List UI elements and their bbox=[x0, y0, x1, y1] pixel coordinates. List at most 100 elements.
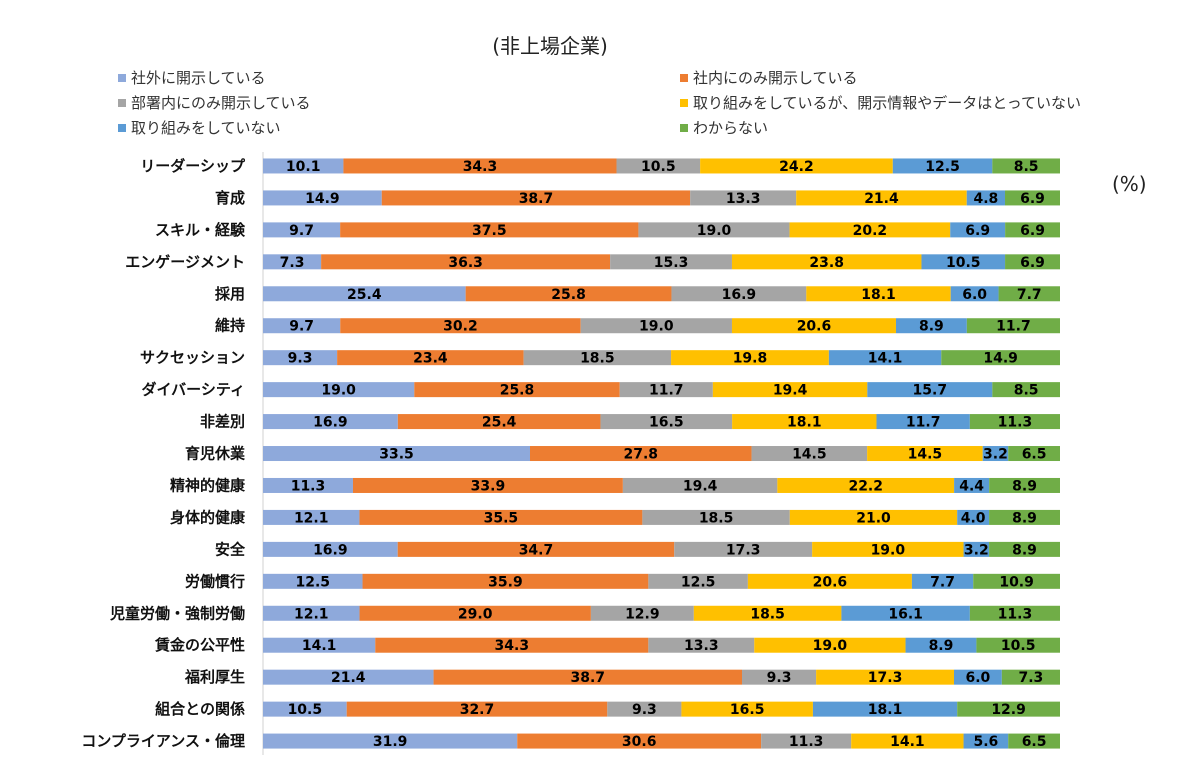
bar-segment bbox=[895, 318, 967, 334]
category-label: リーダーシップ bbox=[140, 157, 246, 175]
legend-item: わからない bbox=[680, 118, 768, 138]
data-label: 21.4 bbox=[331, 670, 366, 686]
data-label: 21.0 bbox=[856, 510, 891, 526]
bar-segment bbox=[700, 158, 893, 174]
data-label: 25.4 bbox=[347, 287, 382, 303]
data-label: 14.5 bbox=[792, 447, 827, 463]
bar-segment bbox=[963, 541, 990, 557]
bar-segment bbox=[828, 350, 942, 366]
bar-segment bbox=[950, 222, 1006, 238]
bar-segment bbox=[992, 158, 1060, 174]
bar-segment bbox=[812, 701, 958, 717]
bar-segment bbox=[867, 446, 983, 462]
data-label: 12.5 bbox=[925, 159, 960, 175]
legend-label: 社外に開示している bbox=[131, 69, 266, 87]
legend: 社外に開示している 社内にのみ開示している 部署内にのみ開示している 取り組みをしてい… bbox=[0, 68, 1200, 138]
bar-segment bbox=[693, 605, 842, 621]
data-label: 8.5 bbox=[1014, 159, 1039, 175]
bar-segment bbox=[892, 158, 993, 174]
data-label: 18.5 bbox=[580, 351, 615, 367]
unit-label: (%) bbox=[1112, 172, 1147, 196]
bar-segment bbox=[954, 477, 990, 493]
bar-segment bbox=[777, 477, 955, 493]
data-label: 20.6 bbox=[813, 574, 848, 590]
data-label: 6.9 bbox=[1020, 255, 1045, 271]
bar-segment bbox=[921, 254, 1006, 270]
bar-segment bbox=[433, 669, 742, 685]
data-label: 19.0 bbox=[697, 223, 732, 239]
category-label: 採用 bbox=[215, 285, 245, 303]
data-label: 11.3 bbox=[789, 734, 824, 750]
bar-segment bbox=[754, 637, 906, 653]
data-label: 8.9 bbox=[919, 319, 944, 335]
data-label: 19.0 bbox=[639, 319, 674, 335]
bar-segment bbox=[957, 509, 990, 525]
data-label: 38.7 bbox=[571, 670, 606, 686]
bar-segment bbox=[610, 254, 732, 270]
legend-item: 部署内にのみ開示している bbox=[118, 93, 311, 113]
bar-segment bbox=[263, 637, 376, 653]
bar-segment bbox=[681, 701, 813, 717]
bar-segment bbox=[1008, 733, 1060, 749]
data-label: 11.3 bbox=[291, 478, 326, 494]
bar-segment bbox=[950, 286, 999, 302]
data-label: 34.7 bbox=[519, 542, 554, 558]
data-label: 10.5 bbox=[1001, 638, 1036, 654]
bar-segment bbox=[789, 222, 951, 238]
data-label: 13.3 bbox=[726, 191, 761, 207]
bar-segment bbox=[359, 605, 591, 621]
legend-swatch bbox=[118, 124, 126, 132]
data-label: 9.7 bbox=[289, 319, 314, 335]
data-label: 33.5 bbox=[379, 447, 414, 463]
data-label: 9.3 bbox=[767, 670, 792, 686]
data-label: 11.7 bbox=[996, 319, 1031, 335]
data-label: 10.1 bbox=[286, 159, 321, 175]
bar-segment bbox=[263, 446, 530, 462]
data-label: 6.9 bbox=[965, 223, 990, 239]
data-label: 6.9 bbox=[1020, 191, 1045, 207]
category-label: 賃金の公平性 bbox=[154, 636, 245, 654]
bar-segment bbox=[941, 350, 1060, 366]
bar-segment bbox=[957, 701, 1060, 717]
data-label: 17.3 bbox=[868, 670, 903, 686]
bar-segment bbox=[397, 414, 601, 430]
bar-segment bbox=[989, 477, 1060, 493]
bar-segment bbox=[648, 573, 748, 589]
data-label: 38.7 bbox=[519, 191, 554, 207]
category-label: 労働慣行 bbox=[185, 572, 245, 590]
legend-item: 取り組みをしていない bbox=[118, 118, 281, 138]
bar-segment bbox=[263, 669, 434, 685]
bar-segment bbox=[263, 318, 341, 334]
bar-segment bbox=[982, 446, 1009, 462]
bar-segment bbox=[263, 573, 363, 589]
bar-segment bbox=[732, 414, 877, 430]
data-label: 4.0 bbox=[961, 510, 986, 526]
legend-label: わからない bbox=[693, 119, 769, 137]
bar-segment bbox=[352, 477, 623, 493]
data-label: 9.7 bbox=[289, 223, 314, 239]
bar-segment bbox=[1008, 446, 1060, 462]
data-label: 18.1 bbox=[868, 702, 903, 718]
bar-segment bbox=[375, 637, 649, 653]
bar-segment bbox=[263, 286, 466, 302]
bar-segment bbox=[1005, 254, 1060, 270]
bar-segment bbox=[954, 669, 1002, 685]
category-label: エンゲージメント bbox=[125, 253, 245, 271]
data-label: 16.1 bbox=[888, 606, 923, 622]
data-label: 11.7 bbox=[649, 383, 684, 399]
bar-segment bbox=[747, 573, 912, 589]
bar-segment bbox=[397, 541, 675, 557]
bar-segment bbox=[963, 733, 1009, 749]
legend-item: 取り組みをしているが、開示情報やデータはとっていない bbox=[680, 93, 1081, 113]
bar-segment bbox=[590, 605, 694, 621]
bar-segment bbox=[998, 286, 1060, 302]
bar-segment bbox=[580, 318, 732, 334]
data-label: 20.2 bbox=[853, 223, 888, 239]
bar-segment bbox=[337, 350, 524, 366]
legend-swatch bbox=[680, 124, 688, 132]
data-label: 33.9 bbox=[471, 478, 506, 494]
data-label: 8.9 bbox=[1012, 542, 1037, 558]
bar-segment bbox=[263, 733, 518, 749]
category-label: 福利厚生 bbox=[184, 668, 245, 686]
